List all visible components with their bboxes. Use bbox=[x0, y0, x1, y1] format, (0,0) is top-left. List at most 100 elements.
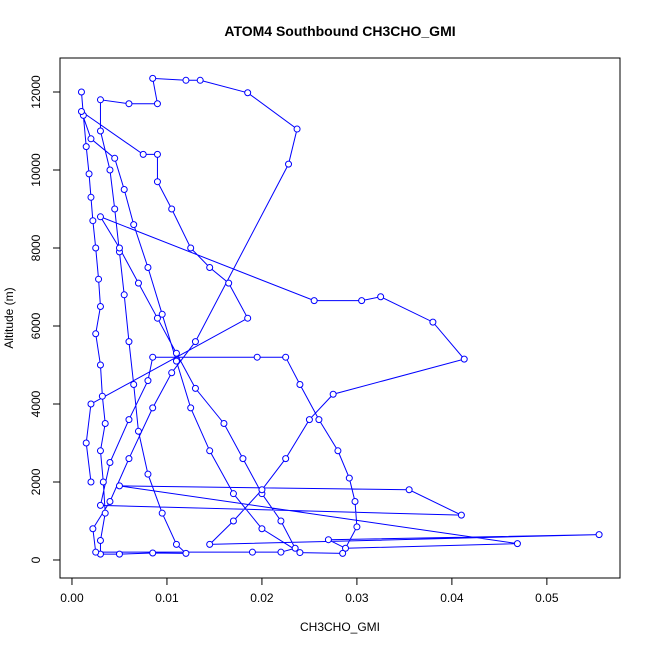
data-point bbox=[96, 96, 104, 104]
data-point bbox=[220, 419, 228, 427]
data-point bbox=[96, 536, 104, 544]
plot-box bbox=[59, 57, 621, 579]
data-point bbox=[149, 404, 157, 412]
data-point bbox=[106, 166, 114, 174]
data-point bbox=[172, 357, 180, 365]
data-point bbox=[96, 302, 104, 310]
data-point bbox=[310, 297, 318, 305]
data-point bbox=[206, 540, 214, 548]
data-point bbox=[125, 416, 133, 424]
data-point bbox=[429, 318, 437, 326]
data-point bbox=[293, 125, 301, 133]
x-axis-label: CH3CHO_GMI bbox=[300, 620, 380, 634]
data-point bbox=[153, 314, 161, 322]
data-point bbox=[98, 392, 106, 400]
data-point bbox=[277, 548, 285, 556]
data-point bbox=[168, 369, 176, 377]
data-point bbox=[182, 549, 190, 557]
data-point bbox=[120, 291, 128, 299]
x-tick-label: 0.01 bbox=[155, 591, 179, 605]
data-point bbox=[187, 404, 195, 412]
chart-title: ATOM4 Southbound CH3CHO_GMI bbox=[224, 23, 455, 39]
data-point bbox=[229, 490, 237, 498]
x-tick-label: 0.03 bbox=[345, 591, 369, 605]
data-point bbox=[158, 310, 166, 318]
data-point bbox=[85, 170, 93, 178]
data-point bbox=[342, 544, 350, 552]
data-point bbox=[92, 548, 100, 556]
data-point bbox=[191, 338, 199, 346]
data-point bbox=[96, 361, 104, 369]
data-point bbox=[244, 89, 252, 97]
data-point bbox=[130, 380, 138, 388]
data-point bbox=[125, 338, 133, 346]
data-point bbox=[315, 416, 323, 424]
data-point bbox=[513, 540, 521, 548]
data-point bbox=[253, 353, 261, 361]
data-point bbox=[172, 349, 180, 357]
data-point bbox=[144, 470, 152, 478]
y-tick-label: 0 bbox=[29, 556, 43, 563]
x-tick-label: 0.04 bbox=[440, 591, 464, 605]
data-point bbox=[187, 244, 195, 252]
data-point bbox=[82, 439, 90, 447]
data-point bbox=[282, 455, 290, 463]
y-tick-label: 8000 bbox=[29, 234, 43, 261]
data-point bbox=[258, 486, 266, 494]
data-point bbox=[206, 263, 214, 271]
data-point bbox=[339, 549, 347, 557]
data-point bbox=[206, 447, 214, 455]
data-point bbox=[149, 549, 157, 557]
data-point bbox=[305, 416, 313, 424]
data-point bbox=[239, 455, 247, 463]
data-point bbox=[92, 244, 100, 252]
data-point bbox=[134, 279, 142, 287]
data-point bbox=[296, 549, 304, 557]
data-point bbox=[153, 178, 161, 186]
data-point bbox=[87, 193, 95, 201]
data-point bbox=[168, 205, 176, 213]
data-point bbox=[96, 447, 104, 455]
data-point bbox=[87, 135, 95, 143]
data-point bbox=[595, 531, 603, 539]
data-point bbox=[345, 474, 353, 482]
data-point bbox=[334, 447, 342, 455]
data-point bbox=[291, 544, 299, 552]
data-point bbox=[258, 525, 266, 533]
data-point bbox=[149, 74, 157, 82]
data-point bbox=[101, 509, 109, 517]
data-point bbox=[329, 390, 337, 398]
data-point bbox=[153, 150, 161, 158]
data-point bbox=[89, 525, 97, 533]
y-tick-label: 10000 bbox=[29, 153, 43, 187]
data-point bbox=[149, 353, 157, 361]
data-point bbox=[96, 501, 104, 509]
data-point bbox=[115, 244, 123, 252]
data-point bbox=[130, 221, 138, 229]
x-tick-label: 0.00 bbox=[60, 591, 84, 605]
y-axis-label: Altitude (m) bbox=[2, 287, 16, 348]
data-point bbox=[457, 511, 465, 519]
y-tick-label: 2000 bbox=[29, 468, 43, 495]
data-point bbox=[77, 108, 85, 116]
data-point bbox=[99, 478, 107, 486]
x-tick-label: 0.05 bbox=[535, 591, 559, 605]
data-point bbox=[277, 517, 285, 525]
data-point bbox=[96, 127, 104, 135]
data-point bbox=[92, 330, 100, 338]
data-point bbox=[172, 540, 180, 548]
data-point bbox=[125, 100, 133, 108]
data-point bbox=[324, 536, 332, 544]
data-point bbox=[82, 143, 90, 151]
data-point bbox=[153, 100, 161, 108]
data-point bbox=[405, 486, 413, 494]
y-tick-label: 4000 bbox=[29, 390, 43, 417]
data-point bbox=[460, 355, 468, 363]
data-point bbox=[139, 150, 147, 158]
data-point bbox=[89, 217, 97, 225]
data-point bbox=[77, 88, 85, 96]
data-point bbox=[115, 550, 123, 558]
data-point bbox=[244, 314, 252, 322]
